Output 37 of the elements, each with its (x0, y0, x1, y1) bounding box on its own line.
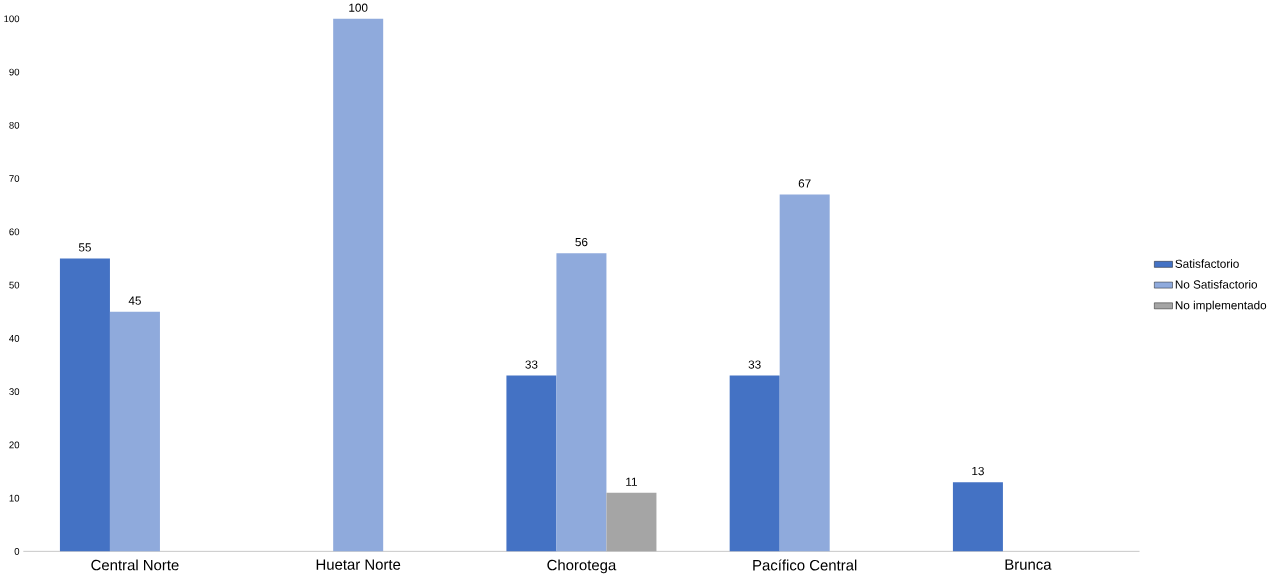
y-tick-label: 100 (4, 15, 20, 23)
bar (333, 18, 384, 552)
data-label: 45 (128, 296, 141, 305)
x-tick-label: Pacífico Central (753, 559, 857, 571)
data-label: 33 (748, 360, 761, 369)
bar (952, 482, 1003, 552)
y-tick-label: 20 (9, 441, 20, 449)
legend-label: No Satisfactorio (1175, 280, 1258, 289)
bar (59, 258, 110, 552)
y-tick-label: 30 (9, 388, 20, 396)
y-tick-label: 50 (9, 281, 20, 289)
y-tick-label: 90 (9, 68, 20, 76)
y-tick-label: 10 (9, 494, 20, 502)
data-label: 11 (626, 477, 637, 486)
y-tick-label: 40 (9, 335, 20, 342)
bar (109, 311, 160, 552)
y-tick-label: 70 (9, 175, 20, 183)
x-tick-label: Central Norte (91, 559, 179, 571)
data-label: 56 (575, 237, 588, 247)
data-label: 67 (798, 179, 811, 188)
x-tick-label: Brunca (1005, 559, 1052, 570)
x-tick-label: Chorotega (547, 559, 617, 574)
data-label: 33 (525, 360, 538, 369)
y-tick-label: 60 (9, 228, 20, 236)
legend-label: Satisfactorio (1175, 259, 1239, 268)
data-label: 55 (78, 243, 91, 252)
legend-label: No implementado (1175, 300, 1267, 312)
x-tick-label: Huetar Norte (316, 559, 401, 570)
bar (606, 492, 657, 552)
data-label: 13 (972, 466, 984, 476)
data-label: 100 (349, 3, 368, 12)
y-tick-label: 80 (9, 122, 20, 129)
bar (506, 375, 557, 552)
bar (729, 375, 780, 552)
bar (779, 194, 830, 552)
bar (556, 253, 607, 552)
y-tick-label: 0 (14, 548, 20, 555)
